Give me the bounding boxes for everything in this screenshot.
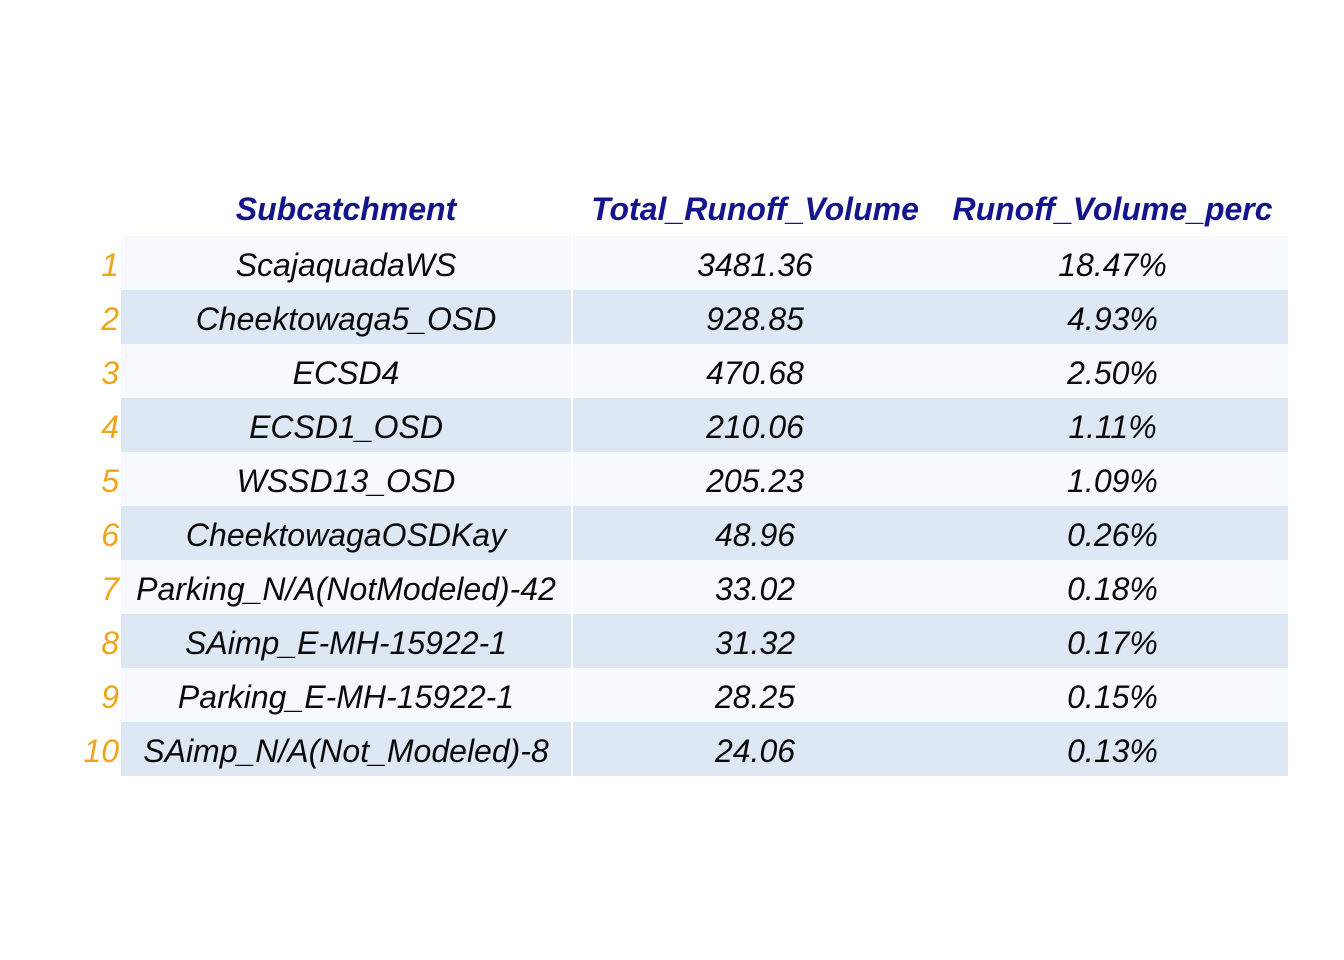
cell-subcatchment: Parking_N/A(NotModeled)-42 [136, 571, 556, 607]
cell-total-runoff-volume: 3481.36 [697, 247, 813, 283]
table-row: 2 Cheektowaga5_OSD 928.85 4.93% [0, 290, 1344, 344]
cell-subcatchment: ECSD4 [292, 355, 400, 391]
table-row: 3 ECSD4 470.68 2.50% [0, 344, 1344, 398]
row-index: 1 [101, 247, 119, 283]
column-header-total-runoff-volume: Total_Runoff_Volume [591, 191, 919, 227]
row-background [121, 344, 571, 398]
cell-total-runoff-volume: 48.96 [714, 517, 796, 553]
cell-subcatchment: Parking_E-MH-15922-1 [177, 679, 515, 715]
cell-subcatchment: Cheektowaga5_OSD [195, 301, 497, 337]
cell-total-runoff-volume: 210.06 [706, 409, 804, 445]
row-index: 8 [101, 625, 119, 661]
row-background [573, 290, 1288, 344]
row-background [573, 236, 1288, 290]
table-row: 10 SAimp_N/A(Not_Modeled)-8 24.06 0.13% [0, 722, 1344, 776]
row-index: 2 [101, 301, 119, 337]
row-background [573, 344, 1288, 398]
cell-subcatchment: ECSD1_OSD [249, 409, 443, 445]
row-index: 4 [101, 409, 119, 445]
table-row: 6 CheektowagaOSDKay 48.96 0.26% [0, 506, 1344, 560]
cell-runoff-volume-perc: 0.15% [1067, 679, 1158, 715]
row-background [573, 614, 1288, 668]
row-background [121, 290, 571, 344]
cell-runoff-volume-perc: 0.13% [1067, 733, 1158, 769]
cell-subcatchment: WSSD13_OSD [236, 463, 456, 499]
cell-total-runoff-volume: 205.23 [706, 463, 804, 499]
cell-runoff-volume-perc: 0.26% [1067, 517, 1158, 553]
row-background [121, 236, 571, 290]
cell-runoff-volume-perc: 4.93% [1067, 301, 1158, 337]
cell-subcatchment: ScajaquadaWS [235, 247, 457, 283]
cell-runoff-volume-perc: 2.50% [1067, 355, 1158, 391]
row-background [573, 560, 1288, 614]
cell-total-runoff-volume: 24.06 [714, 733, 796, 769]
table-row: 1 ScajaquadaWS 3481.36 18.47% [0, 236, 1344, 290]
row-background [121, 398, 571, 452]
row-background [573, 722, 1288, 776]
table-row: 8 SAimp_E-MH-15922-1 31.32 0.17% [0, 614, 1344, 668]
row-background [573, 398, 1288, 452]
row-background [121, 614, 571, 668]
row-index: 10 [83, 733, 119, 769]
row-background [121, 506, 571, 560]
row-index: 6 [101, 517, 119, 553]
cell-total-runoff-volume: 470.68 [706, 355, 804, 391]
table-body: 1 ScajaquadaWS 3481.36 18.47% 2 Cheektowaga5_… [0, 236, 1344, 776]
cell-subcatchment: CheektowagaOSDKay [185, 517, 507, 553]
row-index: 5 [101, 463, 119, 499]
cell-runoff-volume-perc: 0.17% [1067, 625, 1158, 661]
cell-runoff-volume-perc: 1.09% [1067, 463, 1158, 499]
table-row: 9 Parking_E-MH-15922-1 28.25 0.15% [0, 668, 1344, 722]
row-index: 7 [101, 571, 119, 607]
cell-runoff-volume-perc: 0.18% [1067, 571, 1158, 607]
row-background [121, 560, 571, 614]
cell-subcatchment: SAimp_N/A(Not_Modeled)-8 [143, 733, 549, 769]
table-row: 7 Parking_N/A(NotModeled)-42 33.02 0.18% [0, 560, 1344, 614]
row-background [573, 668, 1288, 722]
cell-total-runoff-volume: 33.02 [714, 571, 796, 607]
table-header-row: Subcatchment Total_Runoff_Volume Runoff_… [0, 182, 1344, 236]
table-row: 5 WSSD13_OSD 205.23 1.09% [0, 452, 1344, 506]
column-header-runoff-volume-perc: Runoff_Volume_perc [952, 191, 1273, 227]
column-header-subcatchment: Subcatchment [235, 191, 457, 227]
cell-total-runoff-volume: 31.32 [714, 625, 796, 661]
cell-total-runoff-volume: 928.85 [706, 301, 804, 337]
table-row: 4 ECSD1_OSD 210.06 1.11% [0, 398, 1344, 452]
cell-total-runoff-volume: 28.25 [714, 679, 796, 715]
row-background [573, 506, 1288, 560]
row-background [121, 668, 571, 722]
row-background [121, 452, 571, 506]
cell-subcatchment: SAimp_E-MH-15922-1 [185, 625, 507, 661]
row-background [573, 452, 1288, 506]
row-index: 3 [101, 355, 119, 391]
runoff-table: Subcatchment Total_Runoff_Volume Runoff_… [0, 182, 1344, 776]
cell-runoff-volume-perc: 18.47% [1058, 247, 1167, 283]
row-background [121, 722, 571, 776]
row-index: 9 [101, 679, 119, 715]
cell-runoff-volume-perc: 1.11% [1068, 409, 1157, 445]
